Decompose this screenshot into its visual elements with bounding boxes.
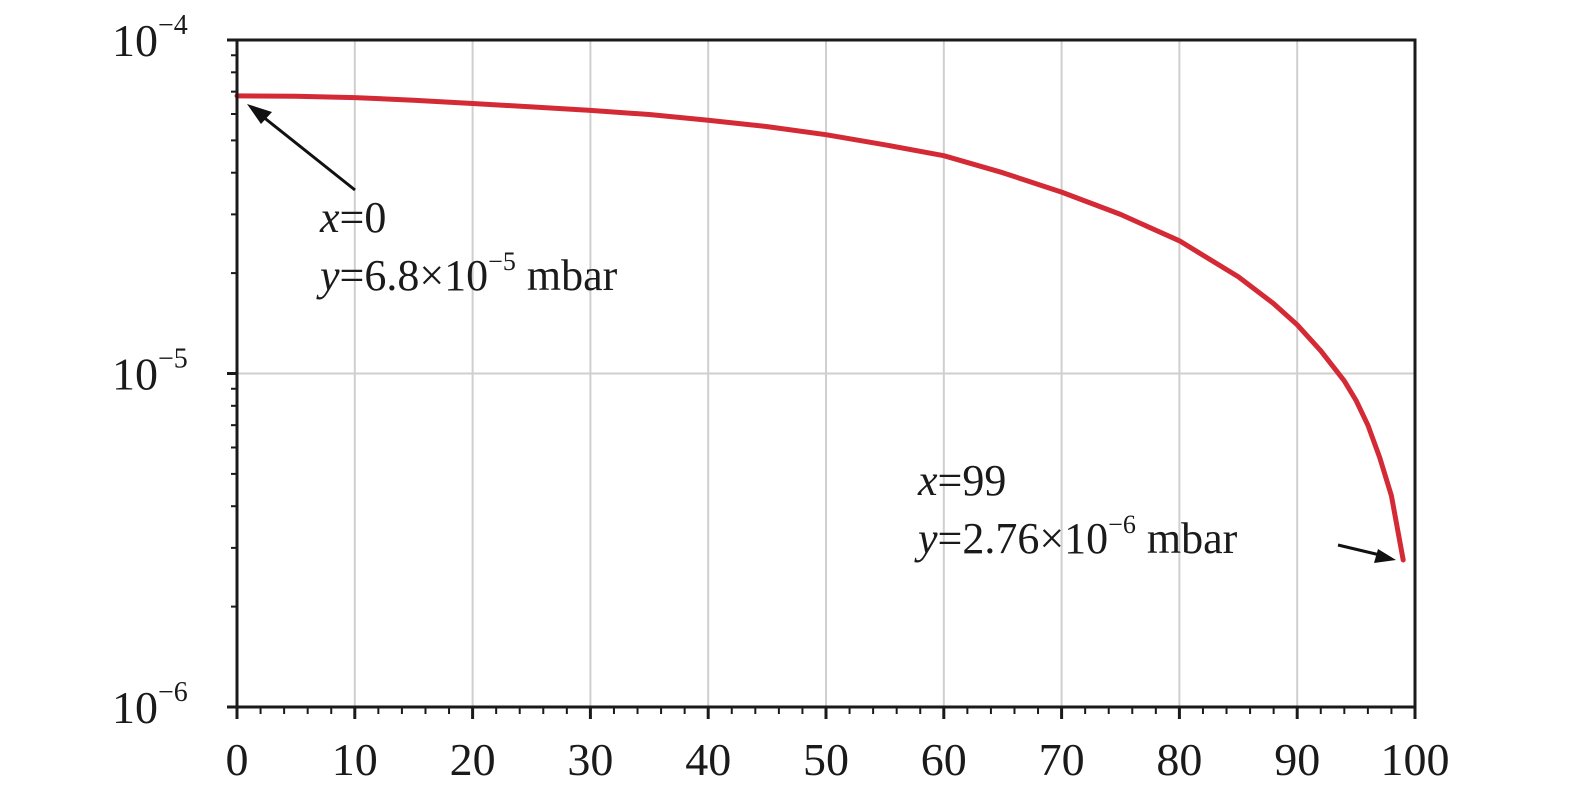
x-tick-label: 80: [1156, 734, 1202, 785]
annotation-end-arrowhead: [1374, 549, 1396, 563]
y-tick-label-exp: −4: [158, 10, 188, 41]
annotation-start-line1: x=0: [319, 193, 386, 242]
annotation-end-line1: x=99: [917, 456, 1006, 505]
annotation-start-line2: y=6.8×10−5 mbar: [316, 247, 618, 300]
x-tick-label: 0: [226, 734, 249, 785]
y-tick-label: 10−4: [112, 10, 188, 66]
series-layer: [234, 93, 1406, 563]
x-tick-label: 10: [332, 734, 378, 785]
y-tick-label-exp: −6: [158, 677, 188, 708]
x-tick-label: 40: [685, 734, 731, 785]
y-tick-label-base: 10: [112, 349, 158, 400]
series-line: [234, 93, 1406, 563]
y-tick-label-base: 10: [112, 682, 158, 733]
x-axis: 0 10 20 30 40 50 60 70 80 90 100: [226, 707, 1450, 785]
x-tick-label: 20: [450, 734, 496, 785]
annotation-start-arrow-line: [261, 114, 356, 192]
y-tick-label: 10−6: [112, 677, 188, 733]
x-tick-label: 60: [921, 734, 967, 785]
x-tick-label: 90: [1274, 734, 1320, 785]
annotation-end: x=99 y=2.76×10−6 mbar: [914, 456, 1396, 563]
x-tick-label: 100: [1381, 734, 1450, 785]
minor-ticks: [231, 54, 1393, 714]
y-tick-label-exp: −5: [158, 344, 188, 375]
y-axis: 10−610−510−4: [112, 10, 237, 733]
x-tick-label: 70: [1039, 734, 1085, 785]
grid: [237, 40, 1415, 707]
y-tick-label-base: 10: [112, 15, 158, 66]
x-tick-label: 50: [803, 734, 849, 785]
annotation-start-arrowhead: [247, 104, 272, 124]
x-tick-label: 30: [567, 734, 613, 785]
annotation-start: x=0 y=6.8×10−5 mbar: [247, 104, 618, 300]
annotation-end-arrow-line: [1337, 543, 1381, 557]
y-tick-label: 10−5: [112, 344, 188, 400]
annotation-end-line2: y=2.76×10−6 mbar: [914, 510, 1238, 563]
